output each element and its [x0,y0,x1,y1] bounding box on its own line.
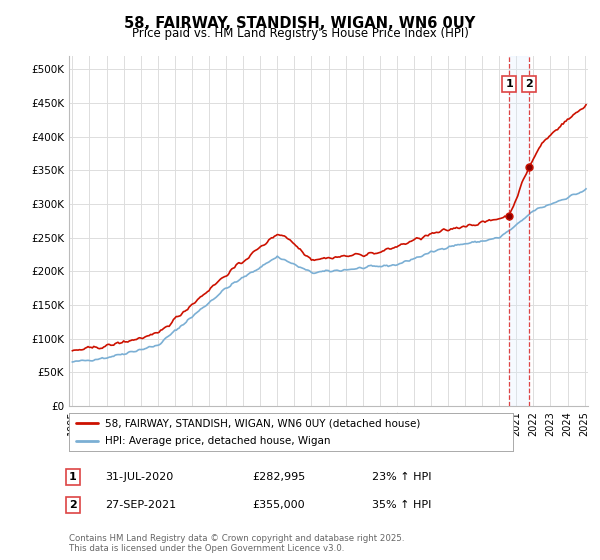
Text: 2: 2 [525,79,533,89]
Text: HPI: Average price, detached house, Wigan: HPI: Average price, detached house, Wiga… [104,436,330,446]
Text: Contains HM Land Registry data © Crown copyright and database right 2025.
This d: Contains HM Land Registry data © Crown c… [69,534,404,553]
Bar [509,56,529,406]
Text: 27-SEP-2021: 27-SEP-2021 [105,500,176,510]
Text: 2: 2 [69,500,77,510]
Text: 31-JUL-2020: 31-JUL-2020 [105,472,173,482]
Text: 1: 1 [505,79,513,89]
Text: £355,000: £355,000 [252,500,305,510]
Text: £282,995: £282,995 [252,472,305,482]
Text: 58, FAIRWAY, STANDISH, WIGAN, WN6 0UY: 58, FAIRWAY, STANDISH, WIGAN, WN6 0UY [124,16,476,31]
Text: 58, FAIRWAY, STANDISH, WIGAN, WN6 0UY (detached house): 58, FAIRWAY, STANDISH, WIGAN, WN6 0UY (d… [104,418,420,428]
Text: 1: 1 [69,472,77,482]
Text: Price paid vs. HM Land Registry's House Price Index (HPI): Price paid vs. HM Land Registry's House … [131,27,469,40]
Text: 35% ↑ HPI: 35% ↑ HPI [372,500,431,510]
Text: 23% ↑ HPI: 23% ↑ HPI [372,472,431,482]
